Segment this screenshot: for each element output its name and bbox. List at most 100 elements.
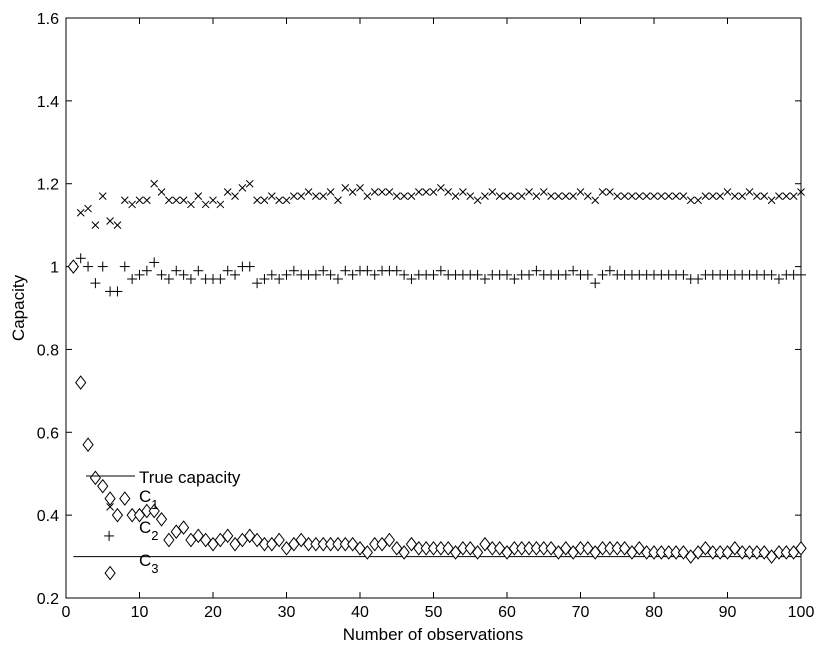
c3-point bbox=[420, 540, 432, 556]
c1-point-stroke bbox=[642, 192, 651, 200]
c1-point bbox=[481, 192, 489, 200]
c1-point bbox=[120, 196, 129, 205]
c1-point-stroke bbox=[267, 192, 276, 200]
c3-point bbox=[523, 540, 535, 556]
c1-point bbox=[686, 196, 695, 205]
c3-point bbox=[486, 540, 498, 556]
c1-point bbox=[385, 188, 394, 196]
x-tick-label: 10 bbox=[131, 604, 149, 621]
c2-point bbox=[502, 269, 512, 280]
legend-true-capacity-label: True capacity bbox=[139, 468, 241, 487]
c1-point-stroke bbox=[356, 184, 364, 192]
c1-point bbox=[525, 188, 533, 196]
c1-point bbox=[201, 200, 210, 209]
c2-point bbox=[252, 278, 263, 289]
c1-point bbox=[172, 196, 181, 205]
c1-point bbox=[730, 192, 739, 200]
c2-point bbox=[83, 261, 94, 272]
c1-point bbox=[91, 221, 100, 229]
c2-point bbox=[509, 274, 520, 284]
c1-point-stroke bbox=[341, 184, 350, 192]
legend-c1-label: C1 bbox=[139, 487, 159, 512]
c1-point bbox=[267, 192, 276, 200]
x-tick-label: 30 bbox=[278, 604, 296, 621]
c1-point bbox=[378, 188, 386, 196]
y-tick-label: 0.6 bbox=[37, 425, 59, 442]
c1-point-stroke bbox=[304, 188, 313, 196]
c2-point bbox=[134, 269, 145, 280]
y-tick-label: 1.4 bbox=[37, 94, 59, 111]
c1-point-stroke bbox=[598, 188, 607, 196]
c1-point bbox=[650, 192, 658, 200]
y-tick-label: 0.8 bbox=[37, 342, 59, 359]
c3-point bbox=[611, 540, 623, 556]
y-axis-title: Capacity bbox=[9, 274, 28, 341]
c1-point-stroke bbox=[525, 188, 533, 196]
legend-c2-letter: C bbox=[139, 518, 151, 537]
c1-point bbox=[165, 196, 173, 205]
c2-point bbox=[259, 274, 270, 284]
c1-point bbox=[620, 192, 629, 200]
c1-point-stroke bbox=[209, 196, 217, 205]
c3-point bbox=[596, 540, 609, 556]
c1-point bbox=[216, 200, 225, 209]
c2-point bbox=[531, 265, 542, 276]
c1-point-stroke bbox=[466, 192, 475, 200]
c1-point-stroke bbox=[84, 204, 92, 213]
c1-point-stroke bbox=[378, 188, 386, 196]
c1-point-stroke bbox=[231, 192, 239, 200]
c2-point bbox=[590, 278, 601, 289]
c3-point bbox=[163, 532, 175, 548]
c1-point bbox=[451, 192, 460, 200]
c1-point-stroke bbox=[745, 188, 754, 196]
c1-point bbox=[657, 192, 666, 200]
c3-point bbox=[457, 540, 469, 556]
c1-point bbox=[591, 196, 600, 205]
c1-point-stroke bbox=[179, 196, 188, 205]
c1-point bbox=[642, 192, 651, 200]
c1-point-stroke bbox=[312, 192, 320, 200]
c2-point bbox=[582, 269, 593, 280]
c2-point bbox=[773, 274, 784, 284]
c1-point bbox=[760, 192, 769, 200]
c1-point-stroke bbox=[436, 184, 445, 192]
c1-point bbox=[260, 196, 269, 205]
c3-point bbox=[82, 437, 94, 453]
c1-point bbox=[789, 192, 798, 200]
c1-point-stroke bbox=[319, 192, 328, 200]
c1-point bbox=[554, 192, 563, 200]
c2-point bbox=[318, 265, 329, 276]
c1-point bbox=[708, 192, 717, 200]
c1-point-stroke bbox=[157, 188, 166, 196]
c3-point bbox=[258, 536, 271, 552]
c2-point bbox=[524, 269, 535, 280]
c2-point bbox=[597, 269, 608, 280]
c1-point bbox=[142, 196, 151, 205]
c1-point bbox=[187, 200, 195, 209]
c1-point bbox=[503, 192, 511, 200]
c1-point-stroke bbox=[150, 179, 159, 188]
c1-point bbox=[679, 192, 688, 200]
c1-point bbox=[775, 192, 783, 200]
c3-point bbox=[751, 545, 763, 560]
c3-point bbox=[273, 532, 285, 548]
c1-point bbox=[576, 188, 585, 196]
c1-point-stroke bbox=[216, 200, 225, 209]
c3-point bbox=[743, 545, 756, 560]
c2-point bbox=[472, 269, 483, 280]
c1-point bbox=[797, 188, 805, 196]
c1-point bbox=[363, 192, 372, 200]
c1-point-stroke bbox=[547, 192, 555, 200]
c1-point bbox=[253, 196, 261, 205]
c1-point bbox=[348, 188, 357, 196]
c1-point-stroke bbox=[789, 192, 798, 200]
axis-ticks: 0 10 20 30 40 50 60 70 80 90 100 0.2 0.4 0.6 0.8 1 1.2 1.… bbox=[37, 11, 815, 621]
c1-point bbox=[473, 196, 482, 205]
x-tick-label: 80 bbox=[645, 604, 663, 621]
c3-point bbox=[126, 507, 138, 523]
legend-c2-label: C2 bbox=[139, 518, 159, 543]
c2-point bbox=[428, 269, 439, 280]
c1-point-stroke bbox=[297, 192, 306, 200]
c1-point bbox=[282, 196, 291, 205]
